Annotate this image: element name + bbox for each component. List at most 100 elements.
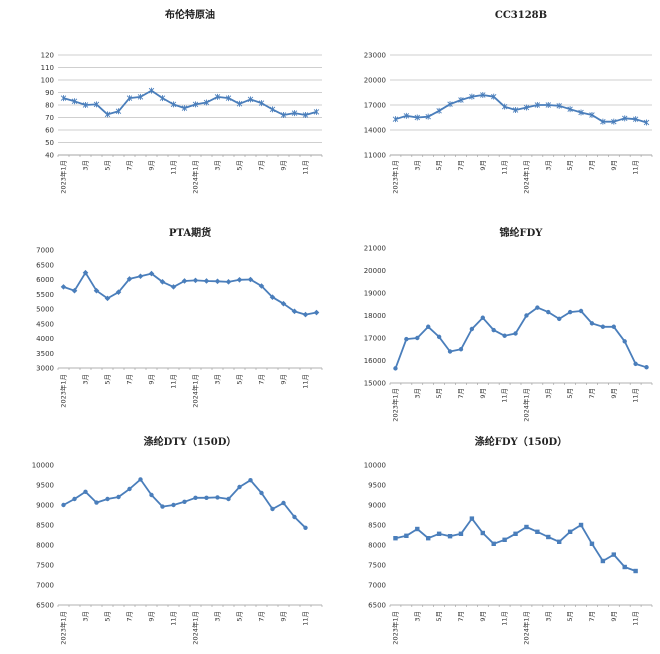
data-point [214,93,221,100]
data-point [247,276,254,283]
data-point [589,541,595,546]
y-tick-label: 20000 [364,77,386,85]
data-point [632,116,639,123]
data-point [578,109,584,116]
data-point [447,349,453,354]
data-point [633,361,638,367]
data-point [60,284,67,290]
data-point [71,98,78,105]
y-tick-label: 90 [45,89,54,97]
x-tick-label: 7月 [588,611,596,622]
data-point [247,96,254,103]
x-tick-label: 7月 [126,374,134,385]
y-tick-label: 20000 [364,267,386,275]
data-point [458,347,464,352]
data-point [490,93,497,100]
y-tick-label: 6500 [368,602,386,610]
data-point [182,499,187,504]
x-tick-label: 2023年1月 [59,160,68,194]
data-point [60,95,67,102]
data-point [567,529,573,534]
x-tick-label: 9月 [610,611,618,622]
chart-5: 涤纶DTY（150D） 6500 7000 7500 8000 8500 9000 9500 1… [32,435,323,645]
y-tick-label: 9000 [36,502,54,510]
data-point [126,276,133,282]
y-tick-label: 50 [45,139,54,147]
x-tick-label: 7月 [258,374,266,385]
x-tick-label: 2024年1月 [521,611,530,645]
data-point [170,101,177,108]
data-point [226,496,231,502]
y-tick-label: 8000 [368,542,386,550]
data-point [214,278,221,285]
x-tick-label: 5月 [104,374,112,385]
x-tick-label: 7月 [588,160,596,171]
x-tick-label: 5月 [435,160,443,171]
y-tick-label: 15000 [364,380,386,388]
x-tick-label: 9月 [280,611,288,622]
chart-2: CC3128B 11000 14000 17000 20000 23000 2023年1月 3… [364,10,653,194]
y-tick-label: 60 [45,127,54,135]
x-tick-label: 3月 [82,374,90,385]
x-tick-label: 5月 [435,611,443,622]
x-tick-label: 11月 [170,160,178,175]
y-tick-label: 11000 [364,152,386,160]
y-tick-label: 17000 [364,102,386,110]
data-point [105,496,110,502]
x-tick-label: 7月 [126,160,134,171]
x-tick-label: 11月 [501,611,509,626]
series-line [395,94,647,124]
x-tick-label: 7月 [258,160,266,171]
y-tick-label: 7000 [368,582,386,590]
x-tick-label: 7月 [457,160,465,171]
data-point [138,477,143,482]
data-point [414,114,421,121]
data-point [491,541,496,546]
data-point [589,112,595,118]
data-point [171,502,176,508]
data-point [270,506,275,512]
chart-title: 布伦特原油 [165,8,215,21]
data-point [415,335,420,341]
x-tick-label: 7月 [457,611,465,622]
x-tick-label: 7月 [588,388,596,399]
data-point [589,321,595,326]
x-tick-label: 11月 [302,374,310,389]
data-point [426,536,431,541]
x-tick-label: 11月 [501,160,509,175]
data-point [203,278,210,284]
data-point [392,116,399,123]
data-point [115,289,122,295]
data-point [291,308,298,315]
y-tick-label: 19000 [364,290,386,298]
data-point [436,334,442,340]
data-point [524,313,529,318]
data-point [160,504,165,509]
data-point [546,309,551,315]
y-tick-label: 8500 [36,522,54,530]
x-tick-label: 2024年1月 [521,388,530,422]
data-point [393,536,398,541]
x-tick-label: 9月 [148,611,156,622]
series-line [395,517,636,572]
x-tick-label: 7月 [126,611,134,622]
data-point [181,278,188,284]
y-tick-label: 21000 [364,245,386,253]
data-point [502,333,507,338]
x-tick-label: 5月 [566,160,574,171]
data-point [535,529,540,534]
x-tick-label: 2024年1月 [191,160,200,194]
data-point [116,494,121,500]
x-tick-label: 7月 [258,611,266,622]
data-point [447,534,453,539]
data-point [524,524,529,530]
y-tick-label: 16000 [364,357,386,365]
chart-title: CC3128B [495,10,547,21]
data-point [425,113,431,120]
data-point [149,492,154,498]
data-point [225,279,232,285]
chart-1: 布伦特原油 40 50 60 70 80 90 100 110 120 2023年1月 3月 5月 7月 9… [41,8,323,194]
data-point [578,522,584,528]
data-point [447,101,453,108]
chart-title: 锦纶FDY [500,226,544,239]
